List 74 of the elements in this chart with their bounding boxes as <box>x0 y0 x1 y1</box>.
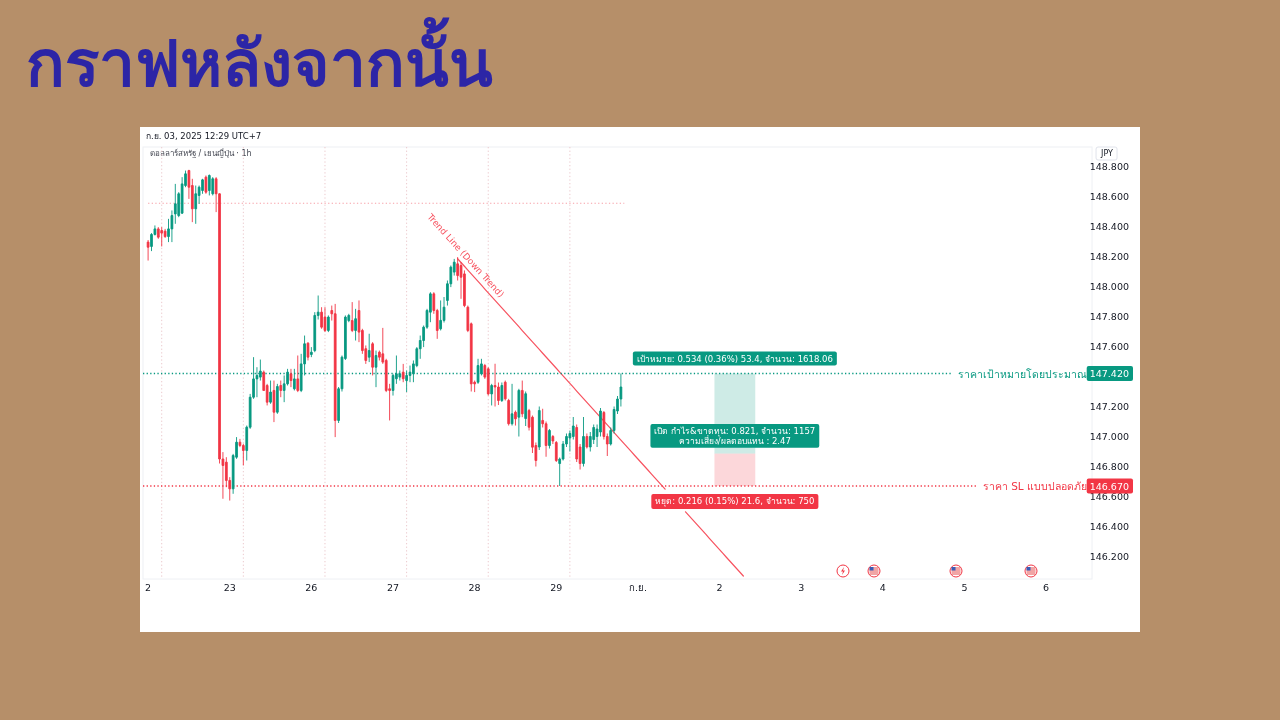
candlestick <box>306 341 310 361</box>
y-tick-label: 146.200 <box>1089 551 1129 562</box>
candlestick <box>439 300 442 331</box>
x-tick-label: 3 <box>798 582 805 593</box>
candlestick <box>350 301 354 333</box>
x-tick-label: 5 <box>961 582 968 593</box>
x-tick-label: 6 <box>1043 582 1050 593</box>
candlestick <box>524 391 528 427</box>
candlestick <box>500 382 504 403</box>
chart-subtitle: ดอลลาร์สหรัฐ / เยนญี่ปุ่น · 1h <box>150 147 252 158</box>
x-tick-label: 29 <box>550 582 563 593</box>
candlestick <box>269 380 272 405</box>
candlestick <box>517 388 521 437</box>
candlestick <box>493 363 497 407</box>
candlestick <box>146 239 150 261</box>
candlestick <box>327 315 330 333</box>
candlestick <box>401 363 405 383</box>
x-tick-label: 26 <box>305 582 318 593</box>
candlestick <box>272 380 276 423</box>
candlestick <box>276 383 279 415</box>
candlestick <box>486 366 490 396</box>
x-tick-label: 2 <box>716 582 723 593</box>
ref-line-label: ราคา SL แบบปลอดภัย <box>982 480 1087 492</box>
y-tick-label: 148.000 <box>1089 281 1129 292</box>
candlestick <box>333 303 337 438</box>
candlestick <box>510 383 514 426</box>
candlestick <box>514 410 517 426</box>
x-tick-label: 27 <box>386 582 400 593</box>
y-tick-label: 147.600 <box>1089 341 1129 352</box>
candlestick <box>296 355 300 393</box>
candlestick <box>490 383 493 406</box>
y-tick-label: 148.800 <box>1089 161 1129 172</box>
y-tick-label: 147.800 <box>1089 311 1129 322</box>
ref-line-label: ราคาเป้าหมายโดยประมาณ <box>958 367 1087 380</box>
y-tick-label: 146.800 <box>1089 461 1129 472</box>
candlestick <box>211 176 215 196</box>
text: ก.ย. 03, 2025 12:29 UTC+7 <box>146 131 262 141</box>
candlestick <box>585 433 589 449</box>
candlestick <box>241 443 245 466</box>
y-tick-label: 146.400 <box>1089 521 1129 532</box>
annotation: หยุด: 0.216 (0.15%) 21.6, จำนวน: 750 <box>655 496 815 507</box>
y-tick-label: 146.600 <box>1089 491 1129 502</box>
y-tick-label: 147.200 <box>1089 401 1129 412</box>
candlestick <box>520 380 524 418</box>
annotation: เป้าหมาย: 0.534 (0.36%) 53.4, จำนวน: 1618.06 <box>636 353 833 364</box>
x-tick-label: 23 <box>223 582 236 593</box>
x-tick-label: ก.ย. <box>628 582 647 593</box>
candlestick <box>320 306 323 330</box>
y-tick-label: 146.670 <box>1089 480 1129 492</box>
candlestick <box>548 428 551 449</box>
candlestick <box>279 380 283 398</box>
y-tick-label: 148.200 <box>1089 251 1129 262</box>
annotation: เปิด กำไร&ขาดทุน: 0.821, จำนวน: 1157 ความเสี่ยง/ผลตอบแทน : 2.47 <box>654 425 816 446</box>
y-tick-label: 147.000 <box>1089 431 1129 442</box>
candlestick <box>354 308 357 341</box>
candlestick <box>367 333 371 363</box>
candlestick <box>371 341 374 376</box>
candlestick <box>289 368 293 388</box>
candlestick <box>160 226 164 247</box>
x-tick-label: 28 <box>468 582 481 593</box>
chart-title: กราฟหลังจากนั้น <box>26 17 493 101</box>
x-tick-label: 4 <box>879 582 886 593</box>
candlestick <box>207 174 211 196</box>
x-tick-label: 2 <box>145 582 152 593</box>
candlestick <box>537 406 541 451</box>
y-tick-label: 148.600 <box>1089 191 1129 202</box>
candlestick <box>323 306 327 333</box>
y-tick-label: 147.420 <box>1089 368 1129 379</box>
y-tick-label: 148.400 <box>1089 221 1129 232</box>
candlestick <box>405 370 408 393</box>
candlestick <box>204 175 208 195</box>
candlestick <box>194 185 198 225</box>
y-axis-title: JPY <box>1100 149 1114 158</box>
candlestick <box>582 416 585 467</box>
